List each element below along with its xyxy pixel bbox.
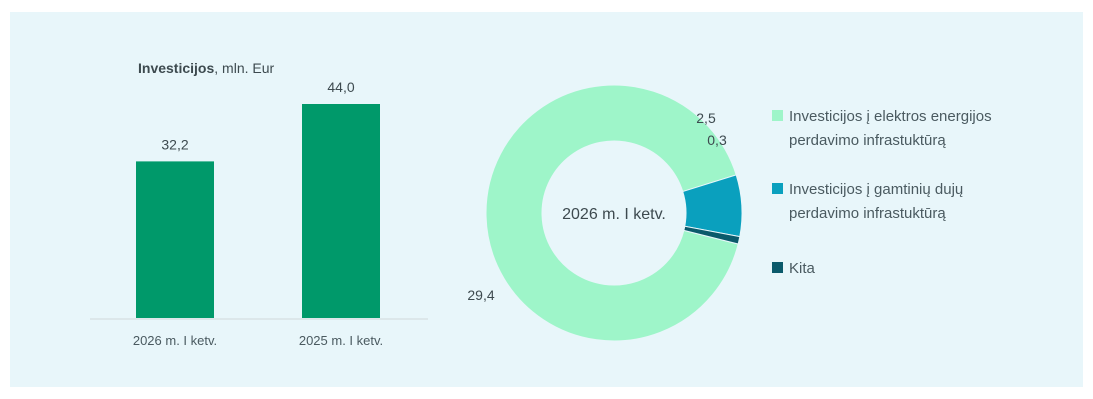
donut-value-label: 29,4: [467, 287, 494, 303]
bar-value-label: 32,2: [161, 136, 188, 152]
donut-center-label: 2026 m. I ketv.: [562, 206, 666, 223]
legend-item-other: Kita: [772, 257, 1059, 281]
legend-swatch-electricity: [772, 110, 783, 121]
legend-label-other: Kita: [789, 260, 815, 277]
donut-value-label: 0,3: [707, 132, 727, 148]
bar-category-label: 2026 m. I ketv.: [133, 333, 217, 348]
bar-category-label: 2025 m. I ketv.: [299, 333, 383, 348]
donut-slice-other: [683, 225, 741, 245]
legend-swatch-gas: [772, 183, 783, 194]
legend-label-electricity: Investicijos į elektros energijos perdavi…: [789, 108, 992, 149]
legend-item-electricity: Investicijos į elektros energijos perdavi…: [772, 105, 1059, 153]
legend-label-gas: Investicijos į gamtinių dujų perdavimo in…: [789, 181, 964, 222]
donut-value-label: 2,5: [696, 110, 716, 126]
legend-item-gas: Investicijos į gamtinių dujų perdavimo in…: [772, 178, 1059, 226]
donut-slice-electricity: [485, 84, 739, 342]
bar-value-label: 44,0: [327, 79, 354, 95]
bar-2: [302, 104, 380, 318]
bar-1: [136, 161, 214, 318]
bar-chart-title: Investicijos, mln. Eur: [138, 60, 275, 76]
legend-swatch-other: [772, 262, 783, 273]
